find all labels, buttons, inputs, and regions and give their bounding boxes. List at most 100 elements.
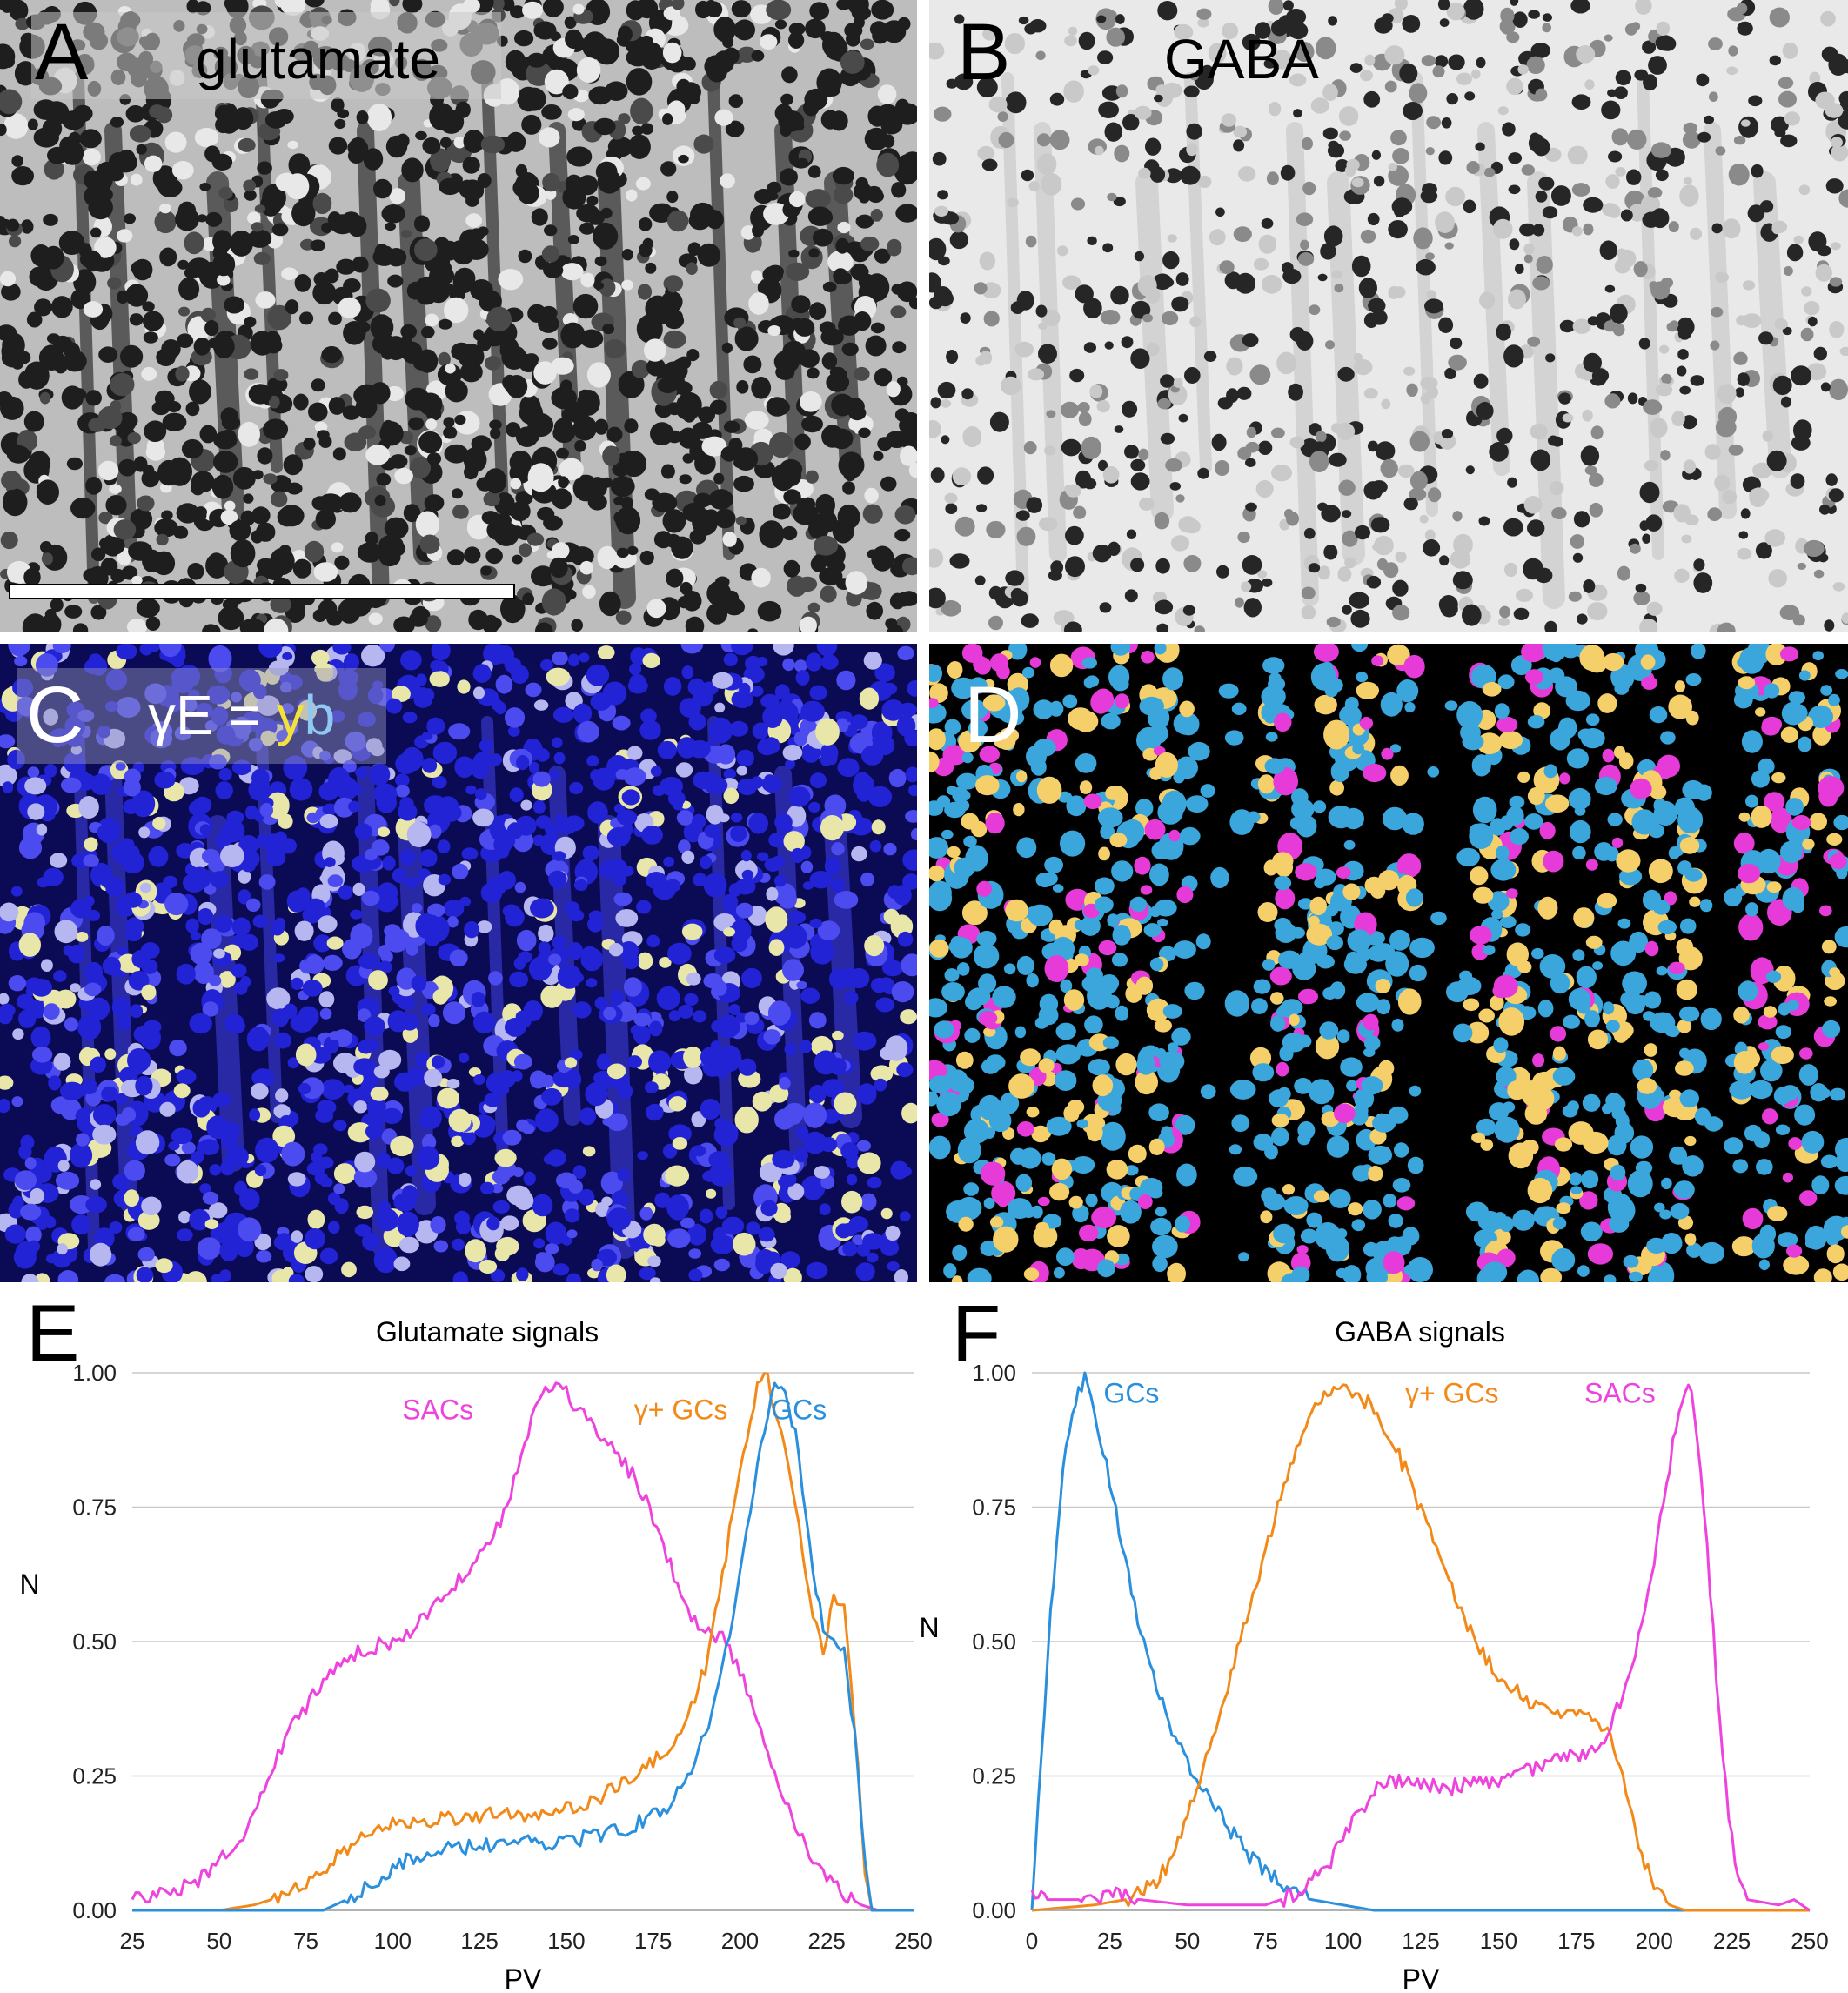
cell-profile	[1146, 342, 1160, 357]
cell-profile	[619, 941, 639, 961]
cell-profile	[821, 1079, 845, 1098]
cell-profile	[1679, 385, 1691, 395]
cell-profile	[396, 133, 410, 149]
cell-profile	[17, 696, 37, 717]
cell-profile	[683, 1046, 703, 1068]
cell-profile	[663, 677, 682, 696]
cell-profile	[1315, 37, 1336, 60]
cell-profile	[97, 405, 123, 430]
cell-profile	[1793, 419, 1812, 441]
cell-profile	[20, 219, 34, 234]
cell-profile	[366, 1099, 386, 1115]
cell-profile	[1738, 913, 1764, 941]
cell-profile	[109, 484, 122, 494]
cell-profile	[461, 345, 483, 369]
cell-profile	[1049, 653, 1074, 678]
cell-profile	[840, 1222, 859, 1237]
cell-profile	[129, 125, 151, 143]
cell-profile	[1774, 129, 1786, 137]
cell-profile	[1583, 197, 1604, 213]
cell-profile	[1180, 165, 1201, 185]
cell-profile	[1745, 902, 1759, 917]
cell-profile	[582, 845, 599, 861]
cell-profile	[11, 1096, 23, 1107]
cell-profile	[1603, 652, 1624, 672]
cell-profile	[700, 1099, 721, 1120]
cell-profile	[0, 0, 14, 13]
cell-profile	[1828, 488, 1844, 503]
cell-profile	[485, 548, 503, 565]
cell-profile	[1733, 136, 1746, 145]
cell-profile	[621, 789, 640, 806]
cell-profile	[263, 473, 278, 485]
cell-profile	[639, 550, 654, 565]
cell-profile	[1464, 91, 1476, 101]
cell-profile	[401, 157, 424, 183]
cell-profile	[1831, 137, 1843, 149]
cell-profile	[731, 0, 752, 18]
cell-profile	[487, 879, 506, 896]
cell-profile	[648, 1020, 663, 1037]
cell-profile	[741, 967, 762, 988]
cell-profile	[680, 581, 693, 596]
cell-profile	[1768, 569, 1787, 588]
cell-profile	[830, 428, 854, 450]
cell-profile	[90, 1242, 112, 1267]
cell-profile	[421, 326, 435, 338]
cell-profile	[552, 1263, 570, 1276]
cell-profile	[1095, 8, 1117, 30]
cell-profile	[630, 97, 653, 124]
cell-profile	[76, 1133, 90, 1147]
cell-profile	[333, 797, 355, 818]
cell-profile	[1098, 846, 1110, 861]
cell-profile	[1303, 527, 1316, 539]
cell-profile	[1183, 555, 1202, 572]
cell-profile	[479, 1260, 498, 1274]
cell-profile	[109, 435, 122, 447]
cell-profile	[23, 361, 50, 390]
cell-profile	[1614, 1122, 1635, 1144]
cell-profile	[1136, 1053, 1155, 1075]
cell-profile	[1124, 1165, 1139, 1176]
cell-profile	[1472, 886, 1494, 904]
cell-profile	[572, 1165, 586, 1180]
cell-profile	[243, 493, 254, 504]
cell-profile	[385, 385, 404, 402]
cell-profile	[785, 759, 796, 770]
scale-bar	[9, 584, 515, 599]
cell-profile	[364, 848, 378, 861]
cell-profile	[693, 1010, 707, 1023]
cell-profile	[579, 222, 595, 235]
cell-profile	[938, 256, 950, 266]
cell-profile	[1075, 753, 1097, 773]
cell-profile	[1605, 174, 1620, 189]
cell-profile	[1626, 129, 1647, 150]
cell-profile	[189, 1208, 211, 1231]
cell-profile	[352, 882, 365, 896]
cell-profile	[381, 245, 393, 260]
cell-profile	[704, 824, 721, 838]
cell-profile	[154, 518, 178, 538]
cell-profile	[632, 125, 644, 136]
cell-profile	[856, 1140, 871, 1152]
cell-profile	[930, 467, 945, 483]
cell-profile	[1317, 565, 1330, 580]
cell-profile	[663, 6, 680, 21]
cell-profile	[668, 1010, 680, 1022]
cell-profile	[31, 1047, 53, 1063]
cell-profile	[1315, 1033, 1340, 1060]
cell-profile	[8, 644, 30, 657]
cell-profile	[1426, 290, 1436, 300]
cell-profile	[606, 1113, 628, 1132]
cell-profile	[1826, 833, 1843, 846]
cell-profile	[720, 173, 735, 189]
cell-profile	[124, 768, 141, 786]
cell-profile	[576, 57, 601, 83]
cell-profile	[1450, 337, 1463, 350]
cell-profile	[740, 849, 752, 862]
cell-profile	[223, 1227, 240, 1247]
cell-profile	[1154, 512, 1170, 530]
cell-profile	[257, 558, 275, 572]
cell-profile	[202, 1001, 219, 1017]
cell-profile	[1771, 116, 1789, 134]
